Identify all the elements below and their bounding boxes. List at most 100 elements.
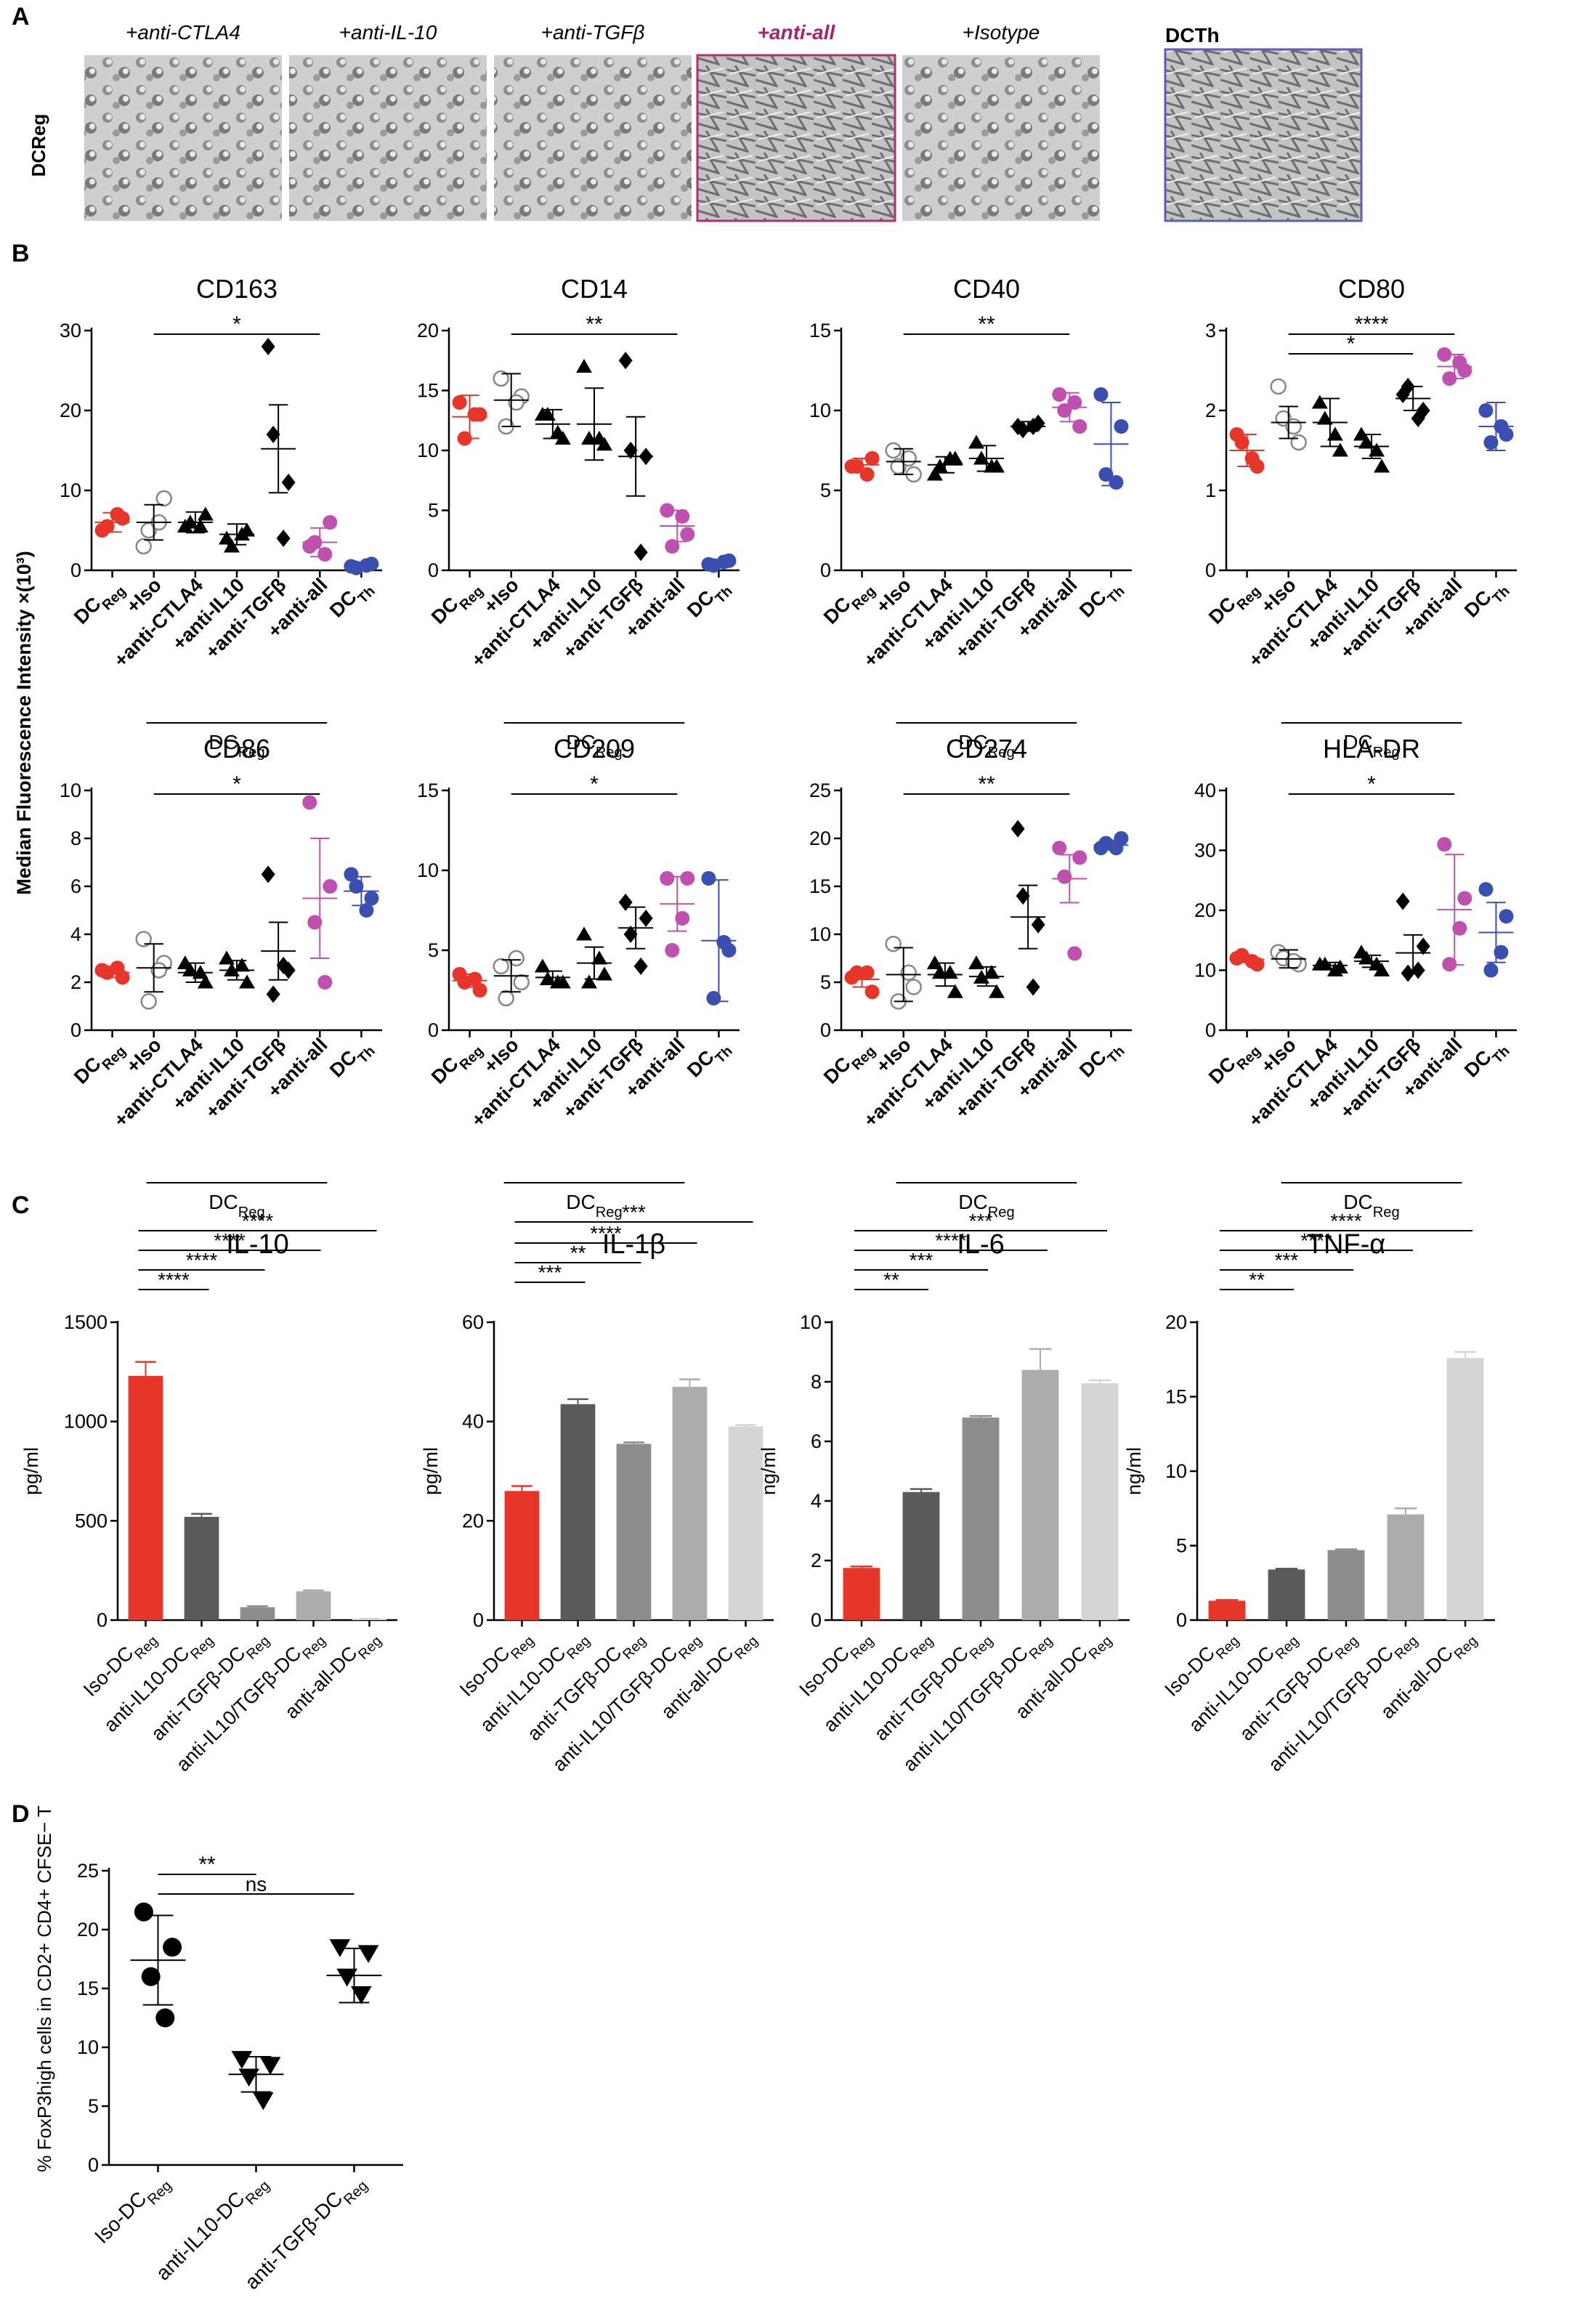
data-point — [493, 958, 509, 975]
data-point — [633, 958, 648, 975]
y-tick-label: 1500 — [64, 1311, 108, 1333]
data-point — [266, 426, 280, 443]
x-tick-label: DCTh — [683, 1034, 736, 1087]
data-point — [581, 974, 597, 989]
data-point — [941, 450, 958, 465]
micrograph-label: +anti-all — [758, 21, 836, 44]
bar — [1208, 1600, 1246, 1620]
data-point — [539, 971, 556, 986]
y-tick-label: 10 — [809, 923, 831, 945]
y-tick-label: 1000 — [64, 1411, 108, 1433]
x-tick-label: DCTh — [683, 574, 736, 627]
y-tick-label: 0 — [1205, 559, 1216, 581]
x-tick-label: DCReg — [819, 1034, 879, 1093]
x-tick-label: anti-all-DCReg — [1377, 1624, 1481, 1728]
micrograph-label: +anti-CTLA4 — [126, 21, 240, 44]
significance-label: **** — [214, 1229, 246, 1252]
chart-title: IL-10 — [226, 1229, 289, 1260]
data-point — [716, 935, 732, 950]
y-tick-label: 10 — [417, 440, 439, 461]
significance-label: * — [232, 312, 241, 336]
data-point — [1452, 920, 1467, 936]
data-point — [1316, 956, 1333, 971]
data-point — [351, 1986, 372, 2004]
data-point — [197, 506, 214, 521]
y-tick-label: 0 — [1205, 1019, 1216, 1041]
bar — [296, 1591, 331, 1620]
data-point — [596, 966, 612, 981]
significance-label: ** — [978, 772, 995, 796]
x-tick-label: DCReg — [427, 574, 487, 634]
dot-plot-4: CD800123DCReg+Iso+anti-CTLA4+anti-IL10+a… — [1204, 274, 1517, 761]
data-point — [266, 985, 280, 1003]
data-point — [141, 1967, 161, 1986]
significance-label: **** — [1300, 1229, 1332, 1252]
data-point — [231, 2051, 253, 2069]
data-point — [135, 931, 152, 947]
data-point — [323, 879, 338, 894]
data-point — [498, 989, 514, 1007]
y-tick-label: 5 — [428, 939, 439, 961]
y-axis-label: % FoxP3high cells in CD2+ CD4+ CFSE− T — [33, 1805, 55, 2172]
group-label: DCReg — [566, 1191, 622, 1221]
bar — [1327, 1550, 1365, 1620]
significance-label: **** — [186, 1249, 218, 1271]
y-tick-label: 2 — [70, 971, 81, 993]
y-tick-label: 10 — [77, 2036, 99, 2058]
x-tick-label: DCTh — [325, 574, 378, 627]
bar — [560, 1404, 596, 1620]
y-tick-label: 0 — [473, 1609, 484, 1631]
bar — [1021, 1369, 1059, 1620]
bar-chart-11: IL-60246810ng/mlIso-DCReganti-IL10-DCReg… — [758, 1210, 1130, 1776]
y-axis-label: ng/ml — [758, 1447, 779, 1495]
x-tick-label: DCTh — [1460, 574, 1513, 627]
chart-title: CD86 — [203, 734, 270, 764]
data-point — [467, 971, 482, 987]
data-point — [1483, 435, 1499, 450]
data-point — [701, 871, 716, 886]
data-point — [135, 538, 152, 555]
data-point — [623, 442, 638, 459]
y-tick-label: 15 — [809, 320, 831, 341]
dot-plot-3: CD40051015DCReg+Iso+anti-CTLA4+anti-IL10… — [809, 274, 1132, 761]
chart-title: TNF-α — [1307, 1229, 1386, 1260]
data-point — [1437, 347, 1452, 362]
panel-letter-d: D — [12, 1800, 30, 1828]
data-point — [317, 975, 333, 989]
data-point — [905, 979, 922, 995]
data-point — [259, 2057, 281, 2075]
x-tick-label: DCReg — [1204, 1034, 1264, 1093]
significance-label: *** — [1275, 1249, 1299, 1271]
data-point — [276, 956, 291, 974]
chart-title: IL-6 — [957, 1229, 1004, 1260]
data-point — [1358, 434, 1374, 449]
dcth-image-label: DCTh — [1165, 24, 1220, 46]
data-point — [155, 2008, 175, 2028]
dot-plot-8: HLA-DR010203040DCReg+Iso+anti-CTLA4+anti… — [1194, 734, 1517, 1221]
data-point — [576, 926, 592, 941]
data-point — [1437, 837, 1452, 852]
data-point — [197, 974, 214, 989]
data-point — [680, 871, 695, 886]
y-tick-label: 5 — [1176, 1535, 1187, 1557]
data-point — [1416, 937, 1430, 955]
data-point — [163, 1938, 182, 1957]
y-axis-label: pg/ml — [20, 1447, 42, 1495]
y-axis-label: ng/ml — [1123, 1447, 1145, 1495]
data-point — [591, 431, 607, 445]
data-point — [261, 338, 275, 355]
micrograph-image — [289, 55, 487, 221]
data-point — [344, 867, 359, 882]
y-tick-label: 1 — [1205, 479, 1216, 501]
x-tick-label: anti-all-DCReg — [657, 1624, 761, 1728]
data-point — [926, 466, 943, 481]
data-point — [359, 903, 374, 918]
data-point — [150, 962, 167, 979]
significance-label: ** — [978, 312, 995, 336]
y-tick-label: 0 — [88, 2154, 99, 2176]
x-tick-label: DCReg — [70, 1034, 129, 1093]
significance-label: **** — [242, 1210, 274, 1232]
micrograph-image — [902, 55, 1100, 221]
data-point — [1072, 850, 1087, 865]
y-tick-label: 20 — [77, 1919, 99, 1940]
